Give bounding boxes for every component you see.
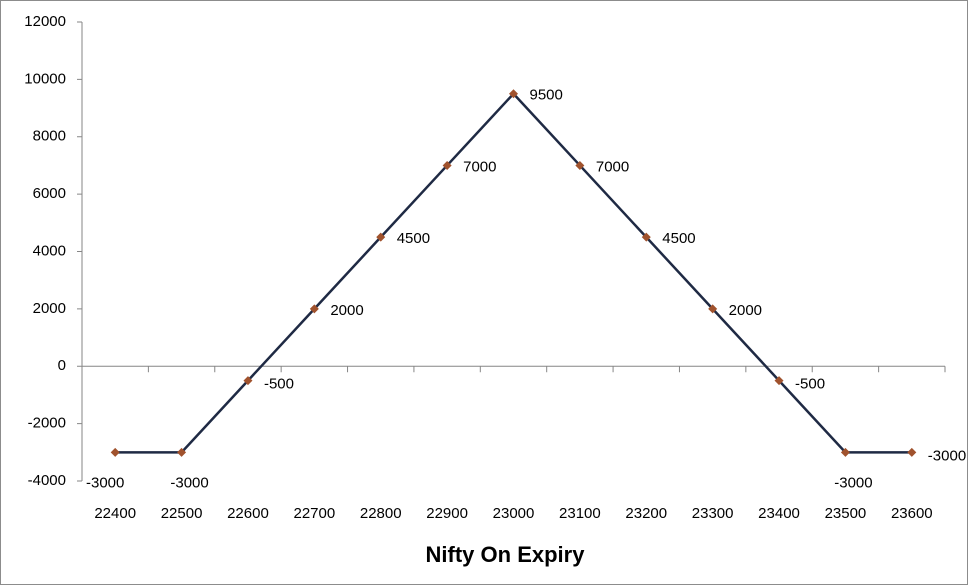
y-tick-label: 0 (58, 357, 66, 374)
marker (708, 304, 718, 314)
x-tick-label: 23200 (625, 505, 667, 522)
x-axis-title: Nifty On Expiry (426, 542, 586, 567)
x-tick-label: 23400 (758, 505, 800, 522)
x-tick-label: 22500 (161, 505, 203, 522)
y-tick-label: -4000 (28, 472, 66, 489)
x-tick-label: 22600 (227, 505, 269, 522)
x-tick-label: 23300 (692, 505, 734, 522)
marker (641, 232, 651, 242)
value-label: -3000 (928, 447, 966, 464)
y-tick-label: 2000 (33, 300, 66, 317)
marker (376, 232, 386, 242)
y-tick-label: 8000 (33, 128, 66, 145)
value-label: -3000 (86, 474, 124, 491)
value-label: -3000 (170, 474, 208, 491)
x-tick-label: 22800 (360, 505, 402, 522)
x-tick-label: 22400 (94, 505, 136, 522)
y-tick-label: -2000 (28, 415, 66, 432)
marker (840, 447, 850, 457)
x-tick-label: 23500 (825, 505, 867, 522)
marker (309, 304, 319, 314)
value-label: 4500 (662, 230, 695, 247)
value-label: 7000 (463, 158, 496, 175)
value-label: -3000 (834, 474, 872, 491)
x-tick-label: 23600 (891, 505, 933, 522)
value-label: 7000 (596, 158, 629, 175)
marker (110, 447, 120, 457)
value-label: 9500 (530, 87, 563, 104)
y-tick-label: 6000 (33, 185, 66, 202)
value-label: 2000 (729, 302, 762, 319)
marker (177, 447, 187, 457)
marker (907, 447, 917, 457)
x-tick-label: 22700 (293, 505, 335, 522)
marker (774, 376, 784, 386)
y-tick-label: 12000 (24, 13, 66, 30)
value-label: 2000 (330, 302, 363, 319)
x-tick-label: 22900 (426, 505, 468, 522)
marker (509, 89, 518, 99)
x-tick-label: 23000 (493, 505, 535, 522)
value-label: -500 (264, 376, 294, 393)
value-label: -500 (795, 376, 825, 393)
marker (243, 376, 253, 386)
value-label: 4500 (397, 230, 430, 247)
x-tick-label: 23100 (559, 505, 601, 522)
y-tick-label: 10000 (24, 70, 66, 87)
marker (442, 160, 452, 170)
y-tick-label: 4000 (33, 242, 66, 259)
marker (575, 160, 585, 170)
